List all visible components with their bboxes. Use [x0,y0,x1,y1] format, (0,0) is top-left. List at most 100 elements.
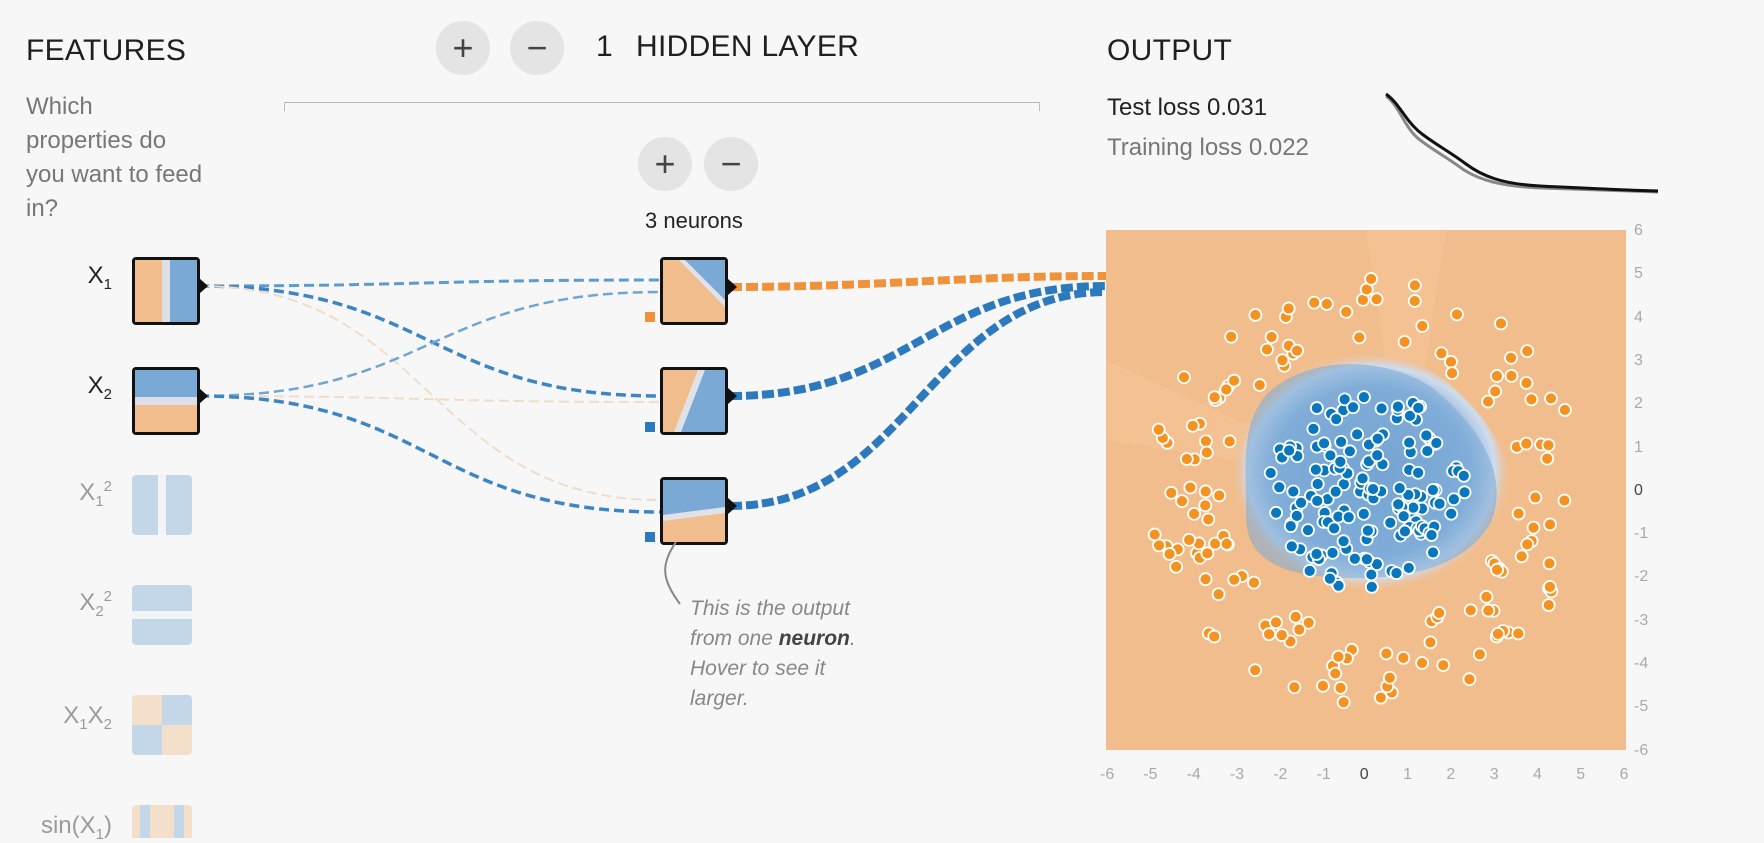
data-point-orange [1260,342,1274,357]
data-point-orange [1179,452,1194,466]
link-x1-n2 [198,284,661,398]
data-point-orange [1445,366,1459,381]
data-point-orange [1252,378,1267,392]
data-point-orange [1397,334,1412,349]
data-point-blue [1347,551,1362,566]
feature-tile-x1[interactable] [132,257,200,325]
link-x1-n3 [198,285,661,501]
loss-curve [1385,92,1659,194]
data-point-orange [1434,346,1449,361]
data-point-orange [1463,603,1478,618]
data-point-blue [1337,392,1352,407]
data-point-orange [1519,436,1534,451]
remove-neuron-button[interactable]: − [704,137,758,191]
y-tick: -3 [1634,611,1649,629]
add-layer-button[interactable]: + [436,21,490,75]
add-neuron-button[interactable]: + [638,137,692,191]
data-point-orange [1224,329,1239,344]
data-point-orange [1198,484,1213,499]
link-x1-n1 [198,278,661,288]
layer-bracket [284,102,1040,111]
training-loss: Training loss 0.022 [1107,134,1309,161]
data-point-orange [1382,670,1397,685]
data-point-blue [1383,515,1398,530]
feature-tile-x1-squared[interactable] [132,475,192,535]
bias-neuron-2[interactable] [645,422,655,432]
neuron-3[interactable] [660,477,728,545]
data-point-blue [1429,436,1444,450]
data-point-orange [1481,394,1495,409]
feature-label-x2: X2 [87,372,112,403]
data-point-blue [1357,390,1371,405]
data-point-orange [1490,369,1504,383]
data-point-orange [1504,368,1519,383]
data-point-blue [1426,545,1440,560]
data-point-orange [1450,307,1464,322]
data-point-orange [1540,451,1555,466]
data-point-blue [1364,567,1379,582]
data-point-blue [1370,448,1385,463]
data-point-orange [1288,609,1303,624]
data-point-orange [1543,579,1557,594]
data-point-orange [1301,615,1316,630]
data-point-orange [1543,517,1557,532]
data-point-orange [1328,666,1343,681]
data-point-orange [1307,295,1322,310]
data-point-orange [1331,649,1346,664]
bias-neuron-3[interactable] [645,532,655,542]
data-point-orange [1526,520,1541,535]
data-point-orange [1557,493,1572,508]
data-point-orange [1175,494,1189,508]
data-point-orange [1219,537,1234,551]
feature-tile-x2-squared[interactable] [132,585,192,645]
data-point-blue [1284,539,1299,554]
link-x2-n1 [198,290,661,398]
data-point-blue [1391,497,1406,512]
data-point-orange [1373,690,1388,705]
data-point-orange [1491,626,1505,641]
remove-layer-button[interactable]: − [510,21,564,75]
bias-neuron-1[interactable] [645,312,655,322]
data-point-orange [1511,506,1526,521]
neuron-1[interactable] [660,257,728,325]
link-n3-out [729,288,1107,510]
x-tick: -6 [1100,766,1115,783]
data-point-blue [1391,399,1405,414]
data-point-orange [1247,575,1261,590]
neuron-annotation: This is the output from one neuron. Hove… [690,597,856,710]
feature-label-x2-squared: X22 [79,588,112,620]
feature-tile-x2[interactable] [132,367,200,435]
data-point-orange [1488,384,1503,399]
data-point-orange [1207,629,1222,644]
data-point-blue [1411,465,1426,480]
x-tick: 3 [1489,766,1499,783]
neuron-2[interactable] [660,367,728,435]
feature-tile-sin-x1[interactable] [132,805,192,838]
data-point-orange [1541,598,1556,612]
data-point-orange [1275,353,1290,368]
data-point-blue [1359,552,1374,567]
data-point-blue [1325,545,1340,560]
y-tick: -2 [1634,568,1649,586]
data-point-blue [1342,444,1357,459]
data-point-orange [1200,546,1215,561]
data-point-orange [1333,680,1348,695]
data-point-blue [1309,401,1324,415]
feature-tile-x1x2[interactable] [132,695,192,755]
x-tick: -1 [1316,766,1331,783]
data-point-blue [1322,571,1337,586]
link-x2-n3 [198,394,661,514]
data-point-blue [1350,427,1365,442]
y-tick: 1 [1634,438,1643,456]
data-point-blue [1334,434,1348,449]
data-point-blue [1457,485,1472,500]
data-point-orange [1198,498,1213,513]
data-point-orange [1407,294,1422,308]
x-tick: -3 [1229,766,1245,783]
data-point-blue [1336,534,1351,549]
x-tick: -5 [1143,766,1158,783]
data-point-orange [1274,628,1289,642]
data-point-blue [1333,454,1348,469]
data-point-blue [1331,578,1346,593]
y-tick: 4 [1634,308,1643,326]
